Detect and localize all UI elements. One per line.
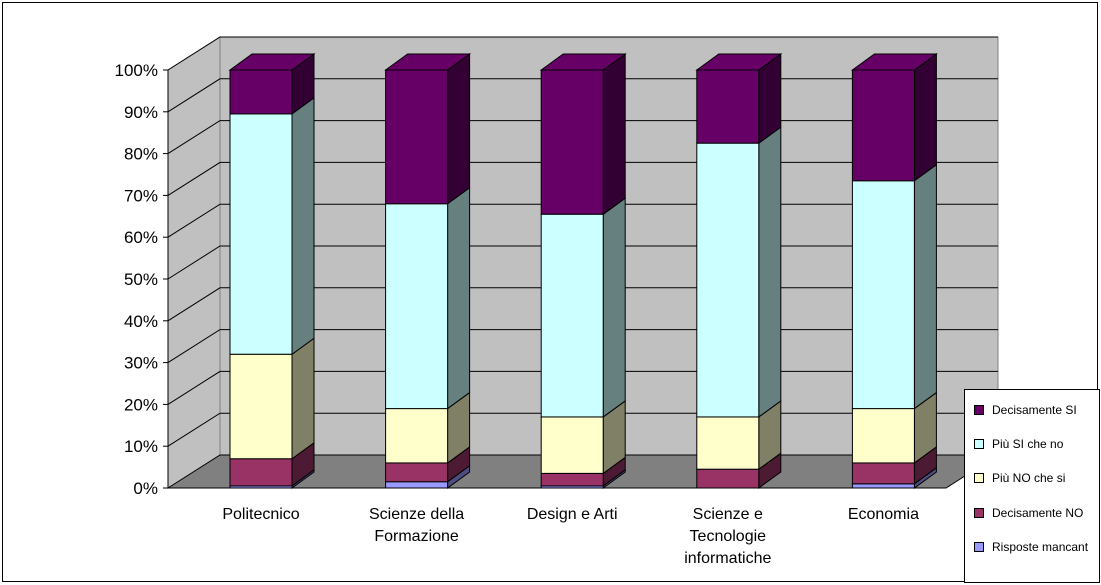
y-tick-label: 90%	[124, 103, 158, 122]
x-category-label: Design e Arti	[526, 506, 618, 523]
bar-segment	[385, 408, 449, 464]
x-category-label: Scienze e Tecnologie informatiche	[684, 506, 772, 567]
bar-segment	[696, 142, 760, 418]
bar-segment	[851, 69, 915, 182]
bar-segment	[696, 69, 760, 144]
bar-stack	[539, 53, 627, 489]
legend-label: Più NO che si	[992, 471, 1066, 485]
bar-segment	[851, 408, 915, 464]
x-category-label: Politecnico	[222, 506, 300, 523]
legend-item: Decisamente NO	[974, 505, 1083, 521]
bar-segment-side	[447, 53, 471, 205]
legend-item: Risposte mancant	[974, 539, 1088, 555]
bar-segment	[385, 481, 449, 489]
bar-stack	[228, 53, 316, 489]
bar-segment	[540, 472, 604, 487]
bar-segment-side	[602, 53, 626, 216]
bar-stack	[695, 53, 783, 489]
legend-item: Più NO che si	[974, 470, 1065, 486]
legend-label: Decisamente NO	[992, 506, 1084, 520]
bar-segment	[229, 69, 293, 115]
bar-segment-side	[913, 163, 937, 410]
bar-stack	[850, 53, 938, 489]
bar-segment-side	[758, 126, 782, 418]
bar-segment	[851, 180, 915, 410]
bar-top	[695, 53, 783, 71]
legend-swatch	[974, 439, 984, 449]
bar-segment	[851, 462, 915, 485]
y-tick-label: 80%	[124, 145, 158, 164]
bar-segment	[696, 416, 760, 470]
bar-segment	[229, 458, 293, 487]
x-category-label: Scienze della Formazione	[369, 506, 465, 545]
bar-segment	[851, 483, 915, 489]
legend-item: Più SI che no	[974, 436, 1063, 452]
y-tick-label: 0%	[133, 479, 158, 498]
bar-segment-side	[602, 197, 626, 418]
bar-top	[384, 53, 472, 71]
legend-swatch	[974, 473, 984, 483]
bar-segment	[540, 416, 604, 474]
legend-swatch	[974, 405, 984, 415]
bar-segment	[540, 69, 604, 215]
y-tick-label: 30%	[124, 354, 158, 373]
gridline	[167, 36, 998, 71]
y-tick-label: 10%	[124, 437, 158, 456]
legend-swatch	[974, 508, 984, 518]
legend-item: Decisamente SI	[974, 402, 1077, 418]
bar-segment	[385, 462, 449, 483]
bar-stack	[384, 53, 472, 489]
x-category-label: Economia	[847, 506, 919, 523]
bar-segment	[229, 353, 293, 460]
y-tick-label: 60%	[124, 228, 158, 247]
bar-top	[850, 53, 938, 71]
y-tick-label: 20%	[124, 395, 158, 414]
legend-label: Risposte mancant	[992, 540, 1089, 554]
bar-segment	[229, 113, 293, 355]
bar-segment-side	[913, 53, 937, 182]
bar-segment	[385, 69, 449, 205]
y-tick-label: 40%	[124, 312, 158, 331]
y-tick-label: 50%	[124, 270, 158, 289]
legend-swatch	[974, 542, 984, 552]
bar-segment-side	[447, 186, 471, 410]
bar-segment	[696, 468, 760, 489]
bar-segment	[385, 203, 449, 410]
bar-segment-side	[291, 337, 315, 460]
legend-label: Più SI che no	[992, 437, 1064, 451]
chart-legend: Decisamente SI Più SI che no Più NO che si…	[964, 389, 1100, 583]
bar-top	[228, 53, 316, 71]
bar-top	[539, 53, 627, 71]
bar-segment-side	[291, 96, 315, 356]
y-tick-label: 100%	[115, 61, 158, 80]
legend-label: Decisamente SI	[992, 403, 1077, 417]
bar-segment	[540, 213, 604, 418]
y-tick-label: 70%	[124, 186, 158, 205]
